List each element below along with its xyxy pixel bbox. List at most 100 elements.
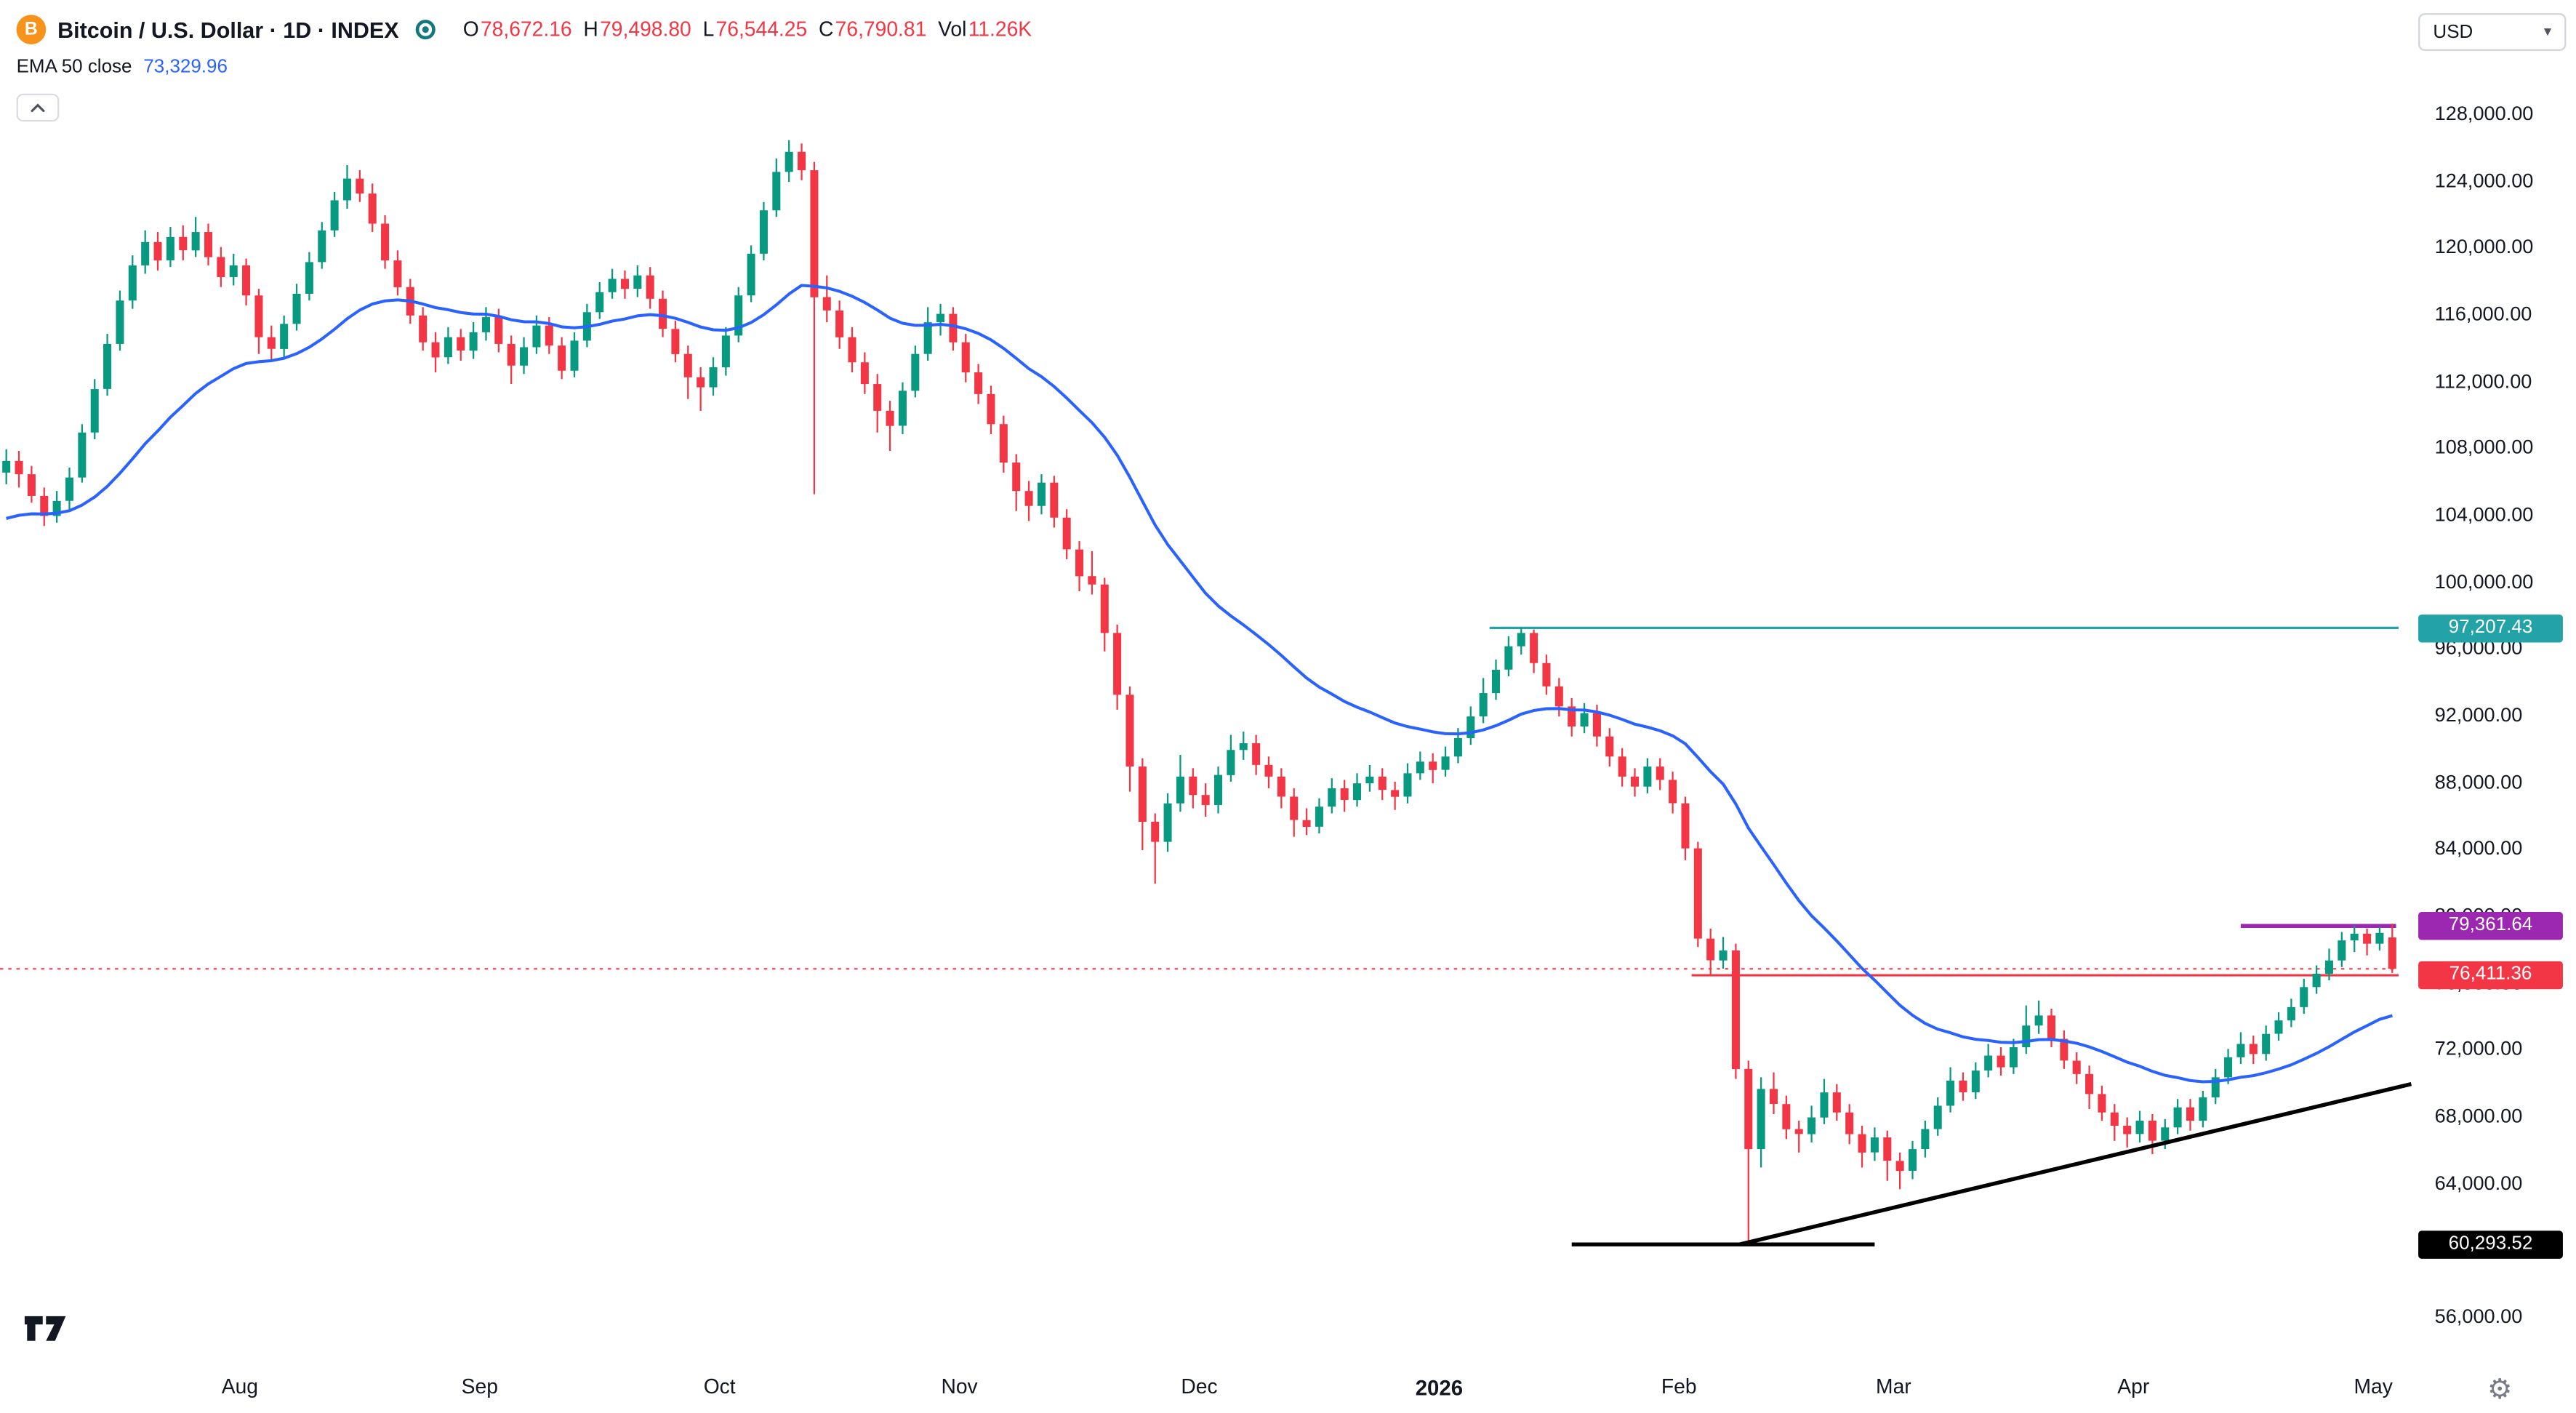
candle-body — [747, 253, 755, 296]
candle-body — [1971, 1070, 1980, 1092]
candle-body — [1163, 803, 1172, 842]
tradingview-logo[interactable] — [23, 1313, 68, 1352]
candle-body — [381, 223, 390, 261]
candle-body — [2098, 1094, 2106, 1113]
ohlc-readout: O 78,672.16 H 79,498.80 L 76,544.25 C 76,790… — [452, 18, 1032, 41]
candle-body — [1466, 716, 1475, 738]
collapse-legend-button[interactable] — [16, 93, 60, 122]
price-level-badge: 60,293.52 — [2418, 1230, 2563, 1259]
candle-body — [166, 236, 174, 260]
candle-body — [2211, 1077, 2220, 1097]
ema-line[interactable] — [6, 284, 2393, 1084]
price-axis-label: 68,000.00 — [2434, 1104, 2523, 1128]
time-axis[interactable]: Aug Sep Oct Nov Dec 2026 Feb Mar Apr May — [0, 1364, 2415, 1413]
candle-body — [1605, 736, 1614, 757]
price-axis-label: 128,000.00 — [2434, 102, 2534, 125]
candle-body — [1024, 491, 1033, 506]
candle-body — [318, 230, 326, 263]
volume-value: 11.26K — [968, 17, 1032, 41]
candle-body — [1858, 1134, 1866, 1153]
candle-body — [116, 300, 124, 344]
candle-body — [1744, 1068, 1753, 1150]
candle-body — [2085, 1073, 2094, 1094]
candle-body — [2388, 937, 2396, 969]
time-axis-label: Oct — [703, 1375, 736, 1398]
price-axis[interactable]: 128,000.00 124,000.00 120,000.00 116,000.00… — [2415, 0, 2576, 1367]
candle-body — [974, 372, 983, 394]
candle-body — [1769, 1089, 1778, 1104]
candle-body — [2034, 1015, 2043, 1026]
candle-body — [1580, 713, 1589, 726]
time-axis-label: 2026 — [1415, 1375, 1464, 1401]
candle-body — [1706, 938, 1715, 961]
symbol-title[interactable]: Bitcoin / U.S. Dollar · 1D · INDEX — [57, 17, 399, 42]
candle-body — [1719, 950, 1728, 961]
candle-body — [1264, 764, 1273, 777]
candle-body — [128, 265, 137, 301]
ema-indicator-label[interactable]: EMA 50 close — [16, 57, 132, 78]
candle-body — [1239, 743, 1248, 750]
candle-body — [217, 257, 225, 277]
candle-body — [267, 337, 276, 349]
candle-body — [1290, 796, 1299, 820]
candle-body — [1214, 774, 1223, 805]
candle-body — [191, 232, 200, 251]
candle-body — [1113, 633, 1122, 695]
candle-body — [1302, 820, 1311, 828]
chart-legend: B Bitcoin / U.S. Dollar · 1D · INDEX O 78… — [16, 13, 1032, 122]
candle-body — [469, 332, 478, 351]
candle-body — [1643, 766, 1652, 787]
candle-body — [2287, 1006, 2295, 1021]
candle-body — [1933, 1105, 1942, 1129]
candle-body — [659, 298, 667, 329]
open-value: 78,672.16 — [480, 17, 572, 41]
candle-body — [949, 313, 958, 343]
candle-body — [103, 343, 112, 389]
candle-body — [923, 322, 932, 354]
index-source-icon — [415, 20, 436, 40]
candle-body — [305, 262, 313, 295]
candle-body — [822, 297, 831, 311]
candle-body — [999, 424, 1008, 463]
candle-body — [52, 500, 61, 516]
candle-body — [1618, 756, 1626, 777]
candle-body — [671, 329, 680, 354]
candle-body — [810, 170, 819, 297]
candle-body — [444, 337, 452, 358]
candle-body — [1151, 822, 1160, 842]
candle-body — [1895, 1161, 1904, 1172]
candle-body — [646, 275, 654, 299]
candle-body — [1669, 780, 1677, 804]
candle-body — [2161, 1127, 2170, 1141]
candle-body — [1189, 776, 1197, 796]
candle-body — [835, 311, 844, 337]
time-axis-label: Mar — [1876, 1375, 1911, 1398]
candle-body — [292, 294, 301, 324]
candle-body — [507, 343, 515, 366]
candle-body — [2324, 960, 2333, 974]
currency-dropdown[interactable]: USD ▾ — [2418, 13, 2567, 52]
trendline[interactable] — [1739, 1082, 2412, 1246]
time-axis-label: Aug — [221, 1375, 259, 1398]
candle-body — [1252, 743, 1261, 765]
candle-body — [1542, 663, 1551, 687]
settings-gear-icon[interactable]: ⚙ — [2487, 1374, 2513, 1407]
candle-body — [1568, 706, 1576, 726]
candle-body — [15, 460, 23, 475]
candle-body — [1681, 803, 1690, 849]
candle-body — [2173, 1107, 2182, 1128]
ema-indicator-value: 73,329.96 — [143, 57, 228, 78]
price-axis-label: 112,000.00 — [2434, 369, 2532, 393]
candle-body — [721, 335, 730, 368]
candle-body — [2312, 974, 2321, 988]
price-axis-label: 108,000.00 — [2434, 436, 2534, 460]
candle-body — [1592, 713, 1601, 737]
candle-body — [2224, 1057, 2233, 1078]
candle-body — [848, 337, 856, 363]
candle-body — [936, 313, 945, 323]
candle-body — [1530, 633, 1538, 663]
price-level-badge: 76,411.36 — [2418, 961, 2563, 990]
candle-body — [356, 178, 364, 194]
